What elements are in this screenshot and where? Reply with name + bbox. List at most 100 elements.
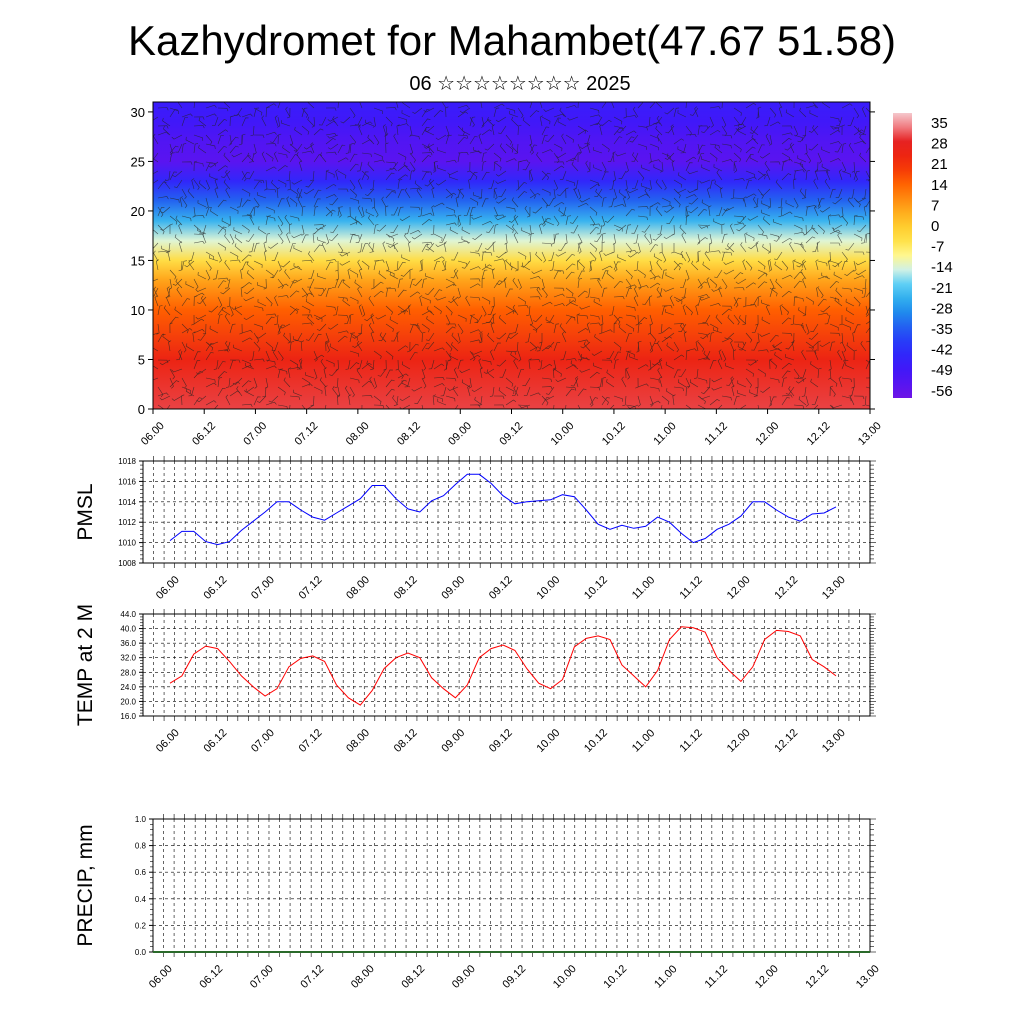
x-tick-label: 07.00 <box>249 727 277 755</box>
wind-barb <box>442 259 447 271</box>
wind-barb <box>679 224 687 235</box>
wind-barb <box>708 205 712 217</box>
wind-barb <box>193 160 198 172</box>
wind-barb <box>193 318 205 325</box>
wind-barb <box>411 233 423 240</box>
wind-barb <box>421 243 430 253</box>
wind-barb <box>178 349 183 361</box>
wind-barb <box>256 395 267 403</box>
wind-barb <box>505 158 517 163</box>
wind-barb <box>845 362 855 370</box>
wind-barb <box>301 259 313 264</box>
wind-barb <box>757 224 764 235</box>
wind-barb <box>289 188 298 197</box>
wind-barb <box>625 269 633 280</box>
wind-barb <box>541 188 551 196</box>
colorbar-label: 7 <box>931 197 939 214</box>
wind-barb <box>401 254 411 262</box>
wind-barb <box>512 224 519 235</box>
wind-barb <box>337 394 341 406</box>
wind-barb <box>318 287 327 296</box>
wind-barb <box>817 312 829 316</box>
wind-barb <box>295 188 303 198</box>
wind-barb <box>637 323 642 334</box>
wind-barb <box>270 134 279 143</box>
wind-barb <box>193 329 205 334</box>
wind-barb <box>229 145 239 154</box>
wind-barb <box>558 242 567 251</box>
wind-barb <box>169 215 178 225</box>
wind-barb <box>565 300 576 307</box>
wind-barb <box>286 170 291 182</box>
wind-barb <box>541 170 549 181</box>
wind-barb <box>408 304 412 316</box>
wind-barb <box>709 129 721 136</box>
wind-barb <box>185 281 195 289</box>
wind-barb <box>631 152 639 162</box>
wind-barb <box>814 349 819 361</box>
wind-barb <box>425 273 435 280</box>
wind-barb <box>625 323 635 332</box>
wind-barb <box>229 360 236 370</box>
wind-barb <box>238 134 243 146</box>
y-tick-label: 32.0 <box>120 654 136 663</box>
wind-barb <box>839 332 844 344</box>
wind-barb <box>196 368 207 375</box>
wind-barb <box>762 243 771 253</box>
wind-barb <box>817 275 829 280</box>
wind-barb <box>730 188 735 200</box>
wind-barb <box>471 215 483 220</box>
x-tick-label: 08.12 <box>392 727 420 755</box>
wind-barb <box>421 296 431 304</box>
wind-barb <box>241 133 246 145</box>
wind-barb <box>301 224 305 236</box>
wind-barb <box>481 171 490 181</box>
wind-barb <box>685 377 691 389</box>
wind-barb <box>813 404 819 409</box>
wind-barb <box>829 125 840 132</box>
wind-barb <box>553 215 560 227</box>
wind-barb <box>169 107 179 115</box>
wind-barb <box>241 403 253 408</box>
wind-barb <box>375 314 387 320</box>
wind-barb <box>853 197 861 208</box>
x-tick-label: 10.00 <box>549 420 577 448</box>
wind-barb <box>685 133 697 138</box>
x-tick-label: 12.12 <box>772 574 800 602</box>
wind-barb <box>197 200 207 208</box>
wind-barb <box>649 314 653 326</box>
wind-barb <box>853 170 860 181</box>
wind-barb <box>445 359 452 370</box>
wind-barb <box>305 298 315 307</box>
wind-barb <box>205 207 212 217</box>
wind-barb <box>340 116 351 124</box>
wind-barb <box>695 304 699 316</box>
wind-barb <box>853 170 858 182</box>
wind-barb <box>821 272 831 280</box>
wind-barb <box>349 197 360 204</box>
wind-barb <box>153 377 159 381</box>
wind-barb <box>445 278 455 287</box>
wind-barb <box>399 395 411 402</box>
wind-barb <box>769 134 773 146</box>
wind-barb <box>577 328 589 334</box>
wind-barb <box>428 359 435 370</box>
wind-barb <box>711 287 723 292</box>
wind-barb <box>400 269 411 277</box>
wind-barb <box>601 197 607 208</box>
wind-barb <box>361 152 372 158</box>
wind-barb <box>385 242 395 250</box>
wind-barb <box>493 395 505 400</box>
wind-barb <box>505 350 517 355</box>
wind-barb <box>817 224 825 235</box>
wind-barb <box>553 117 562 127</box>
wind-barb <box>370 313 375 325</box>
wind-barb <box>461 236 471 244</box>
wind-barb <box>535 251 543 262</box>
wind-barb <box>649 377 660 383</box>
wind-barb <box>625 367 629 379</box>
wind-barb <box>337 206 343 217</box>
wind-barb <box>829 385 834 397</box>
wind-barb <box>225 377 231 388</box>
wind-barb <box>409 143 414 155</box>
